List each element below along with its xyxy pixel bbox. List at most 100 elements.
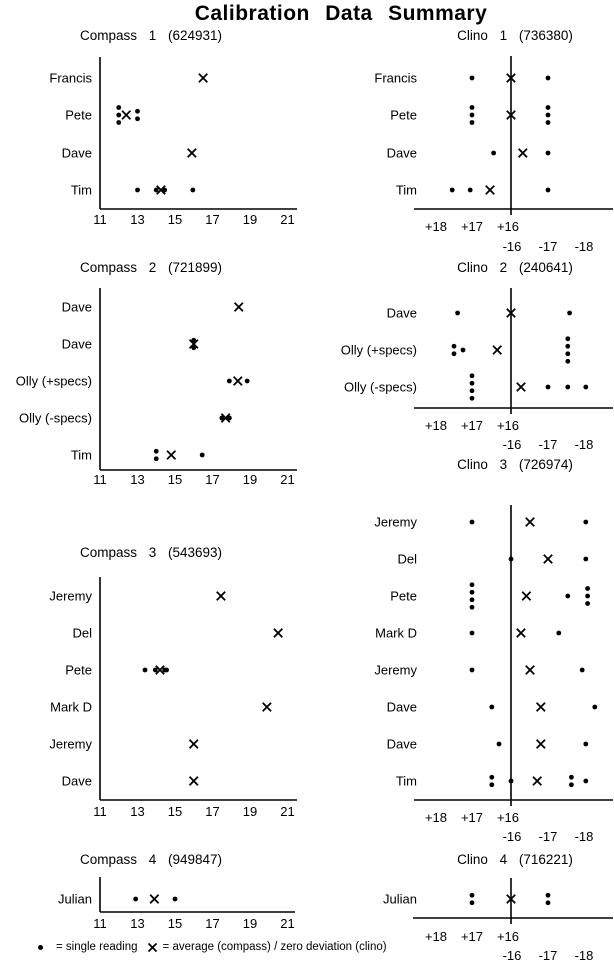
- tick-label: 17: [205, 916, 219, 931]
- single-reading-dot: [469, 75, 475, 81]
- average-x-mark: [521, 591, 532, 601]
- single-reading-dot: [191, 345, 197, 351]
- average-x-mark: [155, 665, 165, 675]
- single-reading-dot: [152, 667, 158, 673]
- plot-compass-3: Compass 3 (543693) 11 13 15 17 19 21 Jeremy Del P…: [49, 545, 297, 819]
- single-reading-dot: [469, 373, 475, 379]
- single-reading-dot: [135, 187, 140, 193]
- average-x-mark: [273, 628, 283, 638]
- tick-label: 11: [93, 472, 107, 487]
- single-reading-dot: [455, 310, 460, 316]
- single-reading-dot: [592, 704, 598, 710]
- average-x-mark: [516, 628, 526, 638]
- row-label: Dave: [387, 146, 417, 161]
- single-reading-dot: [153, 187, 159, 193]
- average-x-mark: [485, 185, 495, 195]
- legend-single-reading-label: = single reading: [56, 941, 138, 953]
- single-reading-dot: [449, 187, 455, 193]
- single-reading-dot: [545, 150, 551, 156]
- row-label: Olly (+specs): [341, 343, 417, 358]
- single-reading-dot: [545, 105, 551, 110]
- plot-title: Clino 3 (726974): [457, 457, 573, 472]
- single-reading-dot: [164, 667, 169, 673]
- row-label: Jeremy: [374, 515, 417, 530]
- single-reading-dot: [226, 378, 232, 384]
- tick-label: 13: [130, 472, 144, 487]
- row-label: Mark D: [375, 626, 417, 641]
- plot-title: Clino 1 (736380): [457, 28, 573, 43]
- single-reading-dot: [133, 896, 139, 902]
- average-x-mark: [506, 894, 516, 904]
- single-reading-dot: [545, 112, 551, 118]
- single-reading-dot: [565, 343, 571, 349]
- single-reading-dot: [583, 519, 589, 525]
- average-x-mark: [262, 702, 272, 712]
- single-reading-dot: [116, 112, 122, 118]
- single-reading-dot: [135, 116, 140, 122]
- single-reading-dot: [116, 120, 122, 125]
- average-x-mark: [187, 148, 197, 158]
- single-reading-dot: [142, 667, 148, 673]
- single-reading-dot: [579, 667, 585, 673]
- tick-label: 11: [93, 804, 107, 819]
- row-label: Julian: [58, 892, 92, 907]
- average-x-mark: [188, 739, 199, 749]
- row-label: Pete: [65, 663, 92, 678]
- tick-label: +16: [497, 810, 519, 825]
- single-reading-dot: [545, 384, 551, 390]
- tick-label: -17: [539, 437, 558, 452]
- single-reading-dot: [469, 589, 475, 595]
- plot-title: Clino 4 (716221): [457, 852, 573, 867]
- single-reading-dot: [569, 782, 574, 788]
- average-x-mark: [492, 345, 503, 355]
- single-reading-dot: [545, 900, 551, 906]
- tick-label: 21: [280, 916, 294, 931]
- plot-clino-4: Clino 4 (716221) +18 +17 +16 -16 -17 -18 Julian: [383, 852, 613, 963]
- tick-label: -18: [575, 948, 594, 963]
- plot-title: Compass 4 (949847): [80, 852, 222, 867]
- single-reading-dot: [469, 120, 475, 125]
- tick-label: 11: [93, 212, 107, 227]
- single-reading-dot: [469, 519, 475, 525]
- single-reading-dot: [489, 704, 495, 710]
- single-reading-dot-icon: [38, 944, 43, 950]
- average-x-mark: [156, 185, 166, 195]
- row-label: Olly (+specs): [16, 374, 92, 389]
- single-reading-dot: [135, 108, 140, 114]
- row-label: Mark D: [50, 700, 92, 715]
- tick-label: +16: [497, 929, 519, 944]
- single-reading-dot: [199, 452, 205, 458]
- tick-label: 15: [168, 212, 182, 227]
- tick-label: 19: [243, 916, 257, 931]
- average-x-mark: [516, 382, 526, 392]
- average-x-mark: [198, 73, 208, 83]
- row-label: Olly (-specs): [344, 380, 417, 395]
- average-x-mark: [232, 376, 243, 386]
- single-reading-dot: [469, 582, 475, 588]
- tick-label: 21: [280, 472, 294, 487]
- single-reading-dot: [172, 896, 178, 902]
- average-x-mark: [525, 517, 535, 527]
- single-reading-dot: [489, 774, 495, 780]
- tick-label: +18: [425, 418, 447, 433]
- single-reading-dot: [508, 556, 514, 562]
- single-reading-dot: [583, 384, 589, 390]
- tick-label: +18: [425, 219, 447, 234]
- plot-title: Compass 3 (543693): [80, 545, 222, 560]
- page-title: Calibration Data Summary: [194, 2, 488, 25]
- row-label: Pete: [390, 108, 417, 123]
- tick-label: +16: [497, 219, 519, 234]
- average-x-mark: [188, 339, 199, 349]
- single-reading-dot: [190, 187, 196, 193]
- row-label: Olly (-specs): [19, 411, 92, 426]
- row-label: Francis: [49, 71, 92, 86]
- single-reading-dot: [153, 456, 159, 462]
- single-reading-dot: [569, 774, 574, 780]
- row-label: Pete: [65, 108, 92, 123]
- tick-label: -16: [503, 948, 522, 963]
- single-reading-dot: [469, 597, 475, 603]
- single-reading-dot: [153, 448, 159, 454]
- tick-label: -17: [539, 948, 558, 963]
- tick-label: 21: [280, 212, 294, 227]
